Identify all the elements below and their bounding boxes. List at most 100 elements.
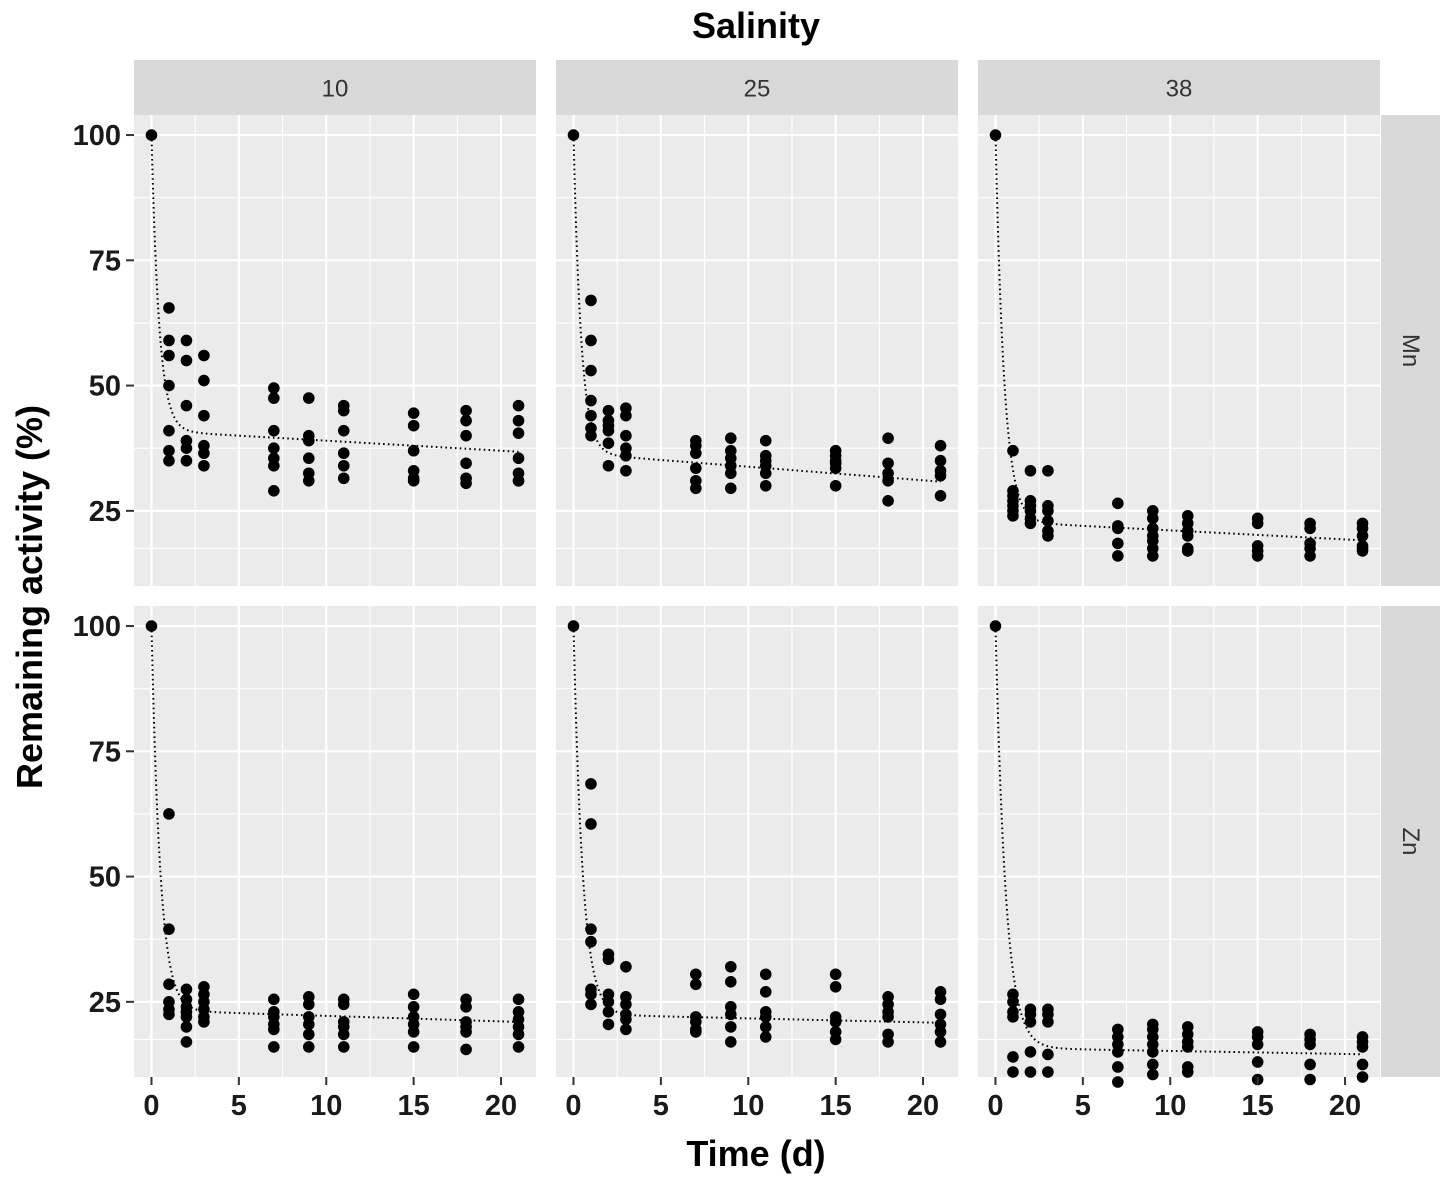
- y-tick-label: 25: [89, 496, 121, 528]
- data-point: [163, 444, 175, 457]
- data-point: [724, 975, 737, 988]
- fitted-curve: [994, 135, 1363, 542]
- data-point: [180, 442, 193, 455]
- data-point: [1356, 530, 1369, 542]
- facet-label-metal: Zn: [1397, 827, 1424, 855]
- facet-panel: [134, 606, 536, 1077]
- data-point: [620, 998, 632, 1011]
- data-point: [1251, 517, 1264, 530]
- x-tick-label: 0: [565, 1090, 581, 1122]
- data-point: [268, 459, 280, 472]
- data-point: [829, 981, 842, 993]
- data-point: [690, 462, 702, 475]
- data-point: [407, 1041, 420, 1053]
- x-tick-label: 5: [231, 1090, 247, 1122]
- facet-label-salinity: 25: [744, 76, 771, 103]
- data-point: [724, 960, 737, 973]
- x-tick-label: 5: [653, 1090, 669, 1122]
- facet-label-salinity: 10: [322, 76, 349, 103]
- data-point: [690, 978, 702, 991]
- data-point: [1007, 510, 1019, 522]
- data-point: [882, 457, 894, 470]
- data-point: [934, 993, 947, 1006]
- data-point: [585, 409, 597, 422]
- data-point: [512, 474, 525, 487]
- panel-background: [556, 115, 958, 586]
- data-point: [934, 490, 947, 502]
- data-point: [585, 935, 597, 948]
- y-tick-label: 75: [89, 245, 121, 277]
- data-point: [1042, 530, 1054, 542]
- data-point: [934, 439, 947, 452]
- data-point: [759, 479, 772, 492]
- data-point: [1181, 530, 1194, 542]
- x-tick-label: 15: [1242, 1090, 1274, 1122]
- data-point: [602, 953, 615, 966]
- data-point: [460, 1001, 472, 1013]
- data-point: [1024, 1066, 1037, 1078]
- data-point: [1024, 1016, 1037, 1028]
- data-point: [989, 620, 1002, 632]
- data-point: [337, 1028, 350, 1041]
- data-point: [934, 1036, 947, 1048]
- data-point: [882, 432, 894, 444]
- data-point: [337, 404, 350, 417]
- data-point: [1181, 1041, 1194, 1053]
- data-point: [1007, 1051, 1019, 1063]
- data-point: [1181, 545, 1194, 557]
- data-point: [268, 392, 280, 404]
- data-point: [829, 1033, 842, 1046]
- data-point: [620, 449, 632, 462]
- data-point: [882, 495, 894, 507]
- data-point: [407, 1026, 420, 1038]
- data-point: [934, 1008, 947, 1021]
- data-point: [1146, 1046, 1159, 1058]
- data-point: [1356, 1058, 1369, 1071]
- data-point: [759, 1031, 772, 1043]
- data-point: [690, 447, 702, 460]
- data-point: [585, 364, 597, 377]
- x-tick-label: 10: [310, 1090, 342, 1122]
- data-point: [1304, 522, 1316, 535]
- data-point: [1042, 464, 1054, 477]
- data-point: [1112, 550, 1124, 562]
- data-point: [690, 1026, 702, 1038]
- data-point: [268, 1023, 280, 1036]
- facet-panel: [556, 606, 958, 1077]
- data-point: [1146, 512, 1159, 525]
- data-point: [268, 993, 280, 1006]
- data-point: [1112, 522, 1124, 535]
- data-point: [337, 424, 350, 437]
- data-point: [407, 407, 420, 419]
- data-point: [602, 437, 615, 449]
- data-point: [620, 1023, 632, 1036]
- data-point: [829, 462, 842, 475]
- data-point: [512, 1028, 525, 1041]
- data-point: [724, 482, 737, 495]
- x-tick-label: 15: [820, 1090, 852, 1122]
- data-point: [829, 479, 842, 492]
- data-point: [620, 960, 632, 973]
- data-point: [602, 996, 615, 1008]
- data-point: [724, 432, 737, 444]
- data-point: [302, 1041, 315, 1053]
- data-point: [1007, 1011, 1019, 1023]
- x-tick-label: 10: [1154, 1090, 1186, 1122]
- data-point: [1251, 1038, 1264, 1051]
- x-tick-label: 10: [732, 1090, 764, 1122]
- data-point: [882, 474, 894, 487]
- data-point: [180, 983, 193, 996]
- x-tick-label: 0: [987, 1090, 1003, 1122]
- facet-strip-top: [978, 60, 1380, 115]
- data-point: [690, 482, 702, 495]
- data-point: [690, 968, 702, 981]
- fitted-curve: [994, 626, 1363, 1056]
- data-point: [567, 129, 580, 141]
- data-point: [407, 1001, 420, 1013]
- x-tick-label: 0: [143, 1090, 159, 1122]
- data-point: [724, 1021, 737, 1033]
- data-point: [602, 404, 615, 417]
- data-point: [585, 988, 597, 1001]
- data-point: [512, 399, 525, 412]
